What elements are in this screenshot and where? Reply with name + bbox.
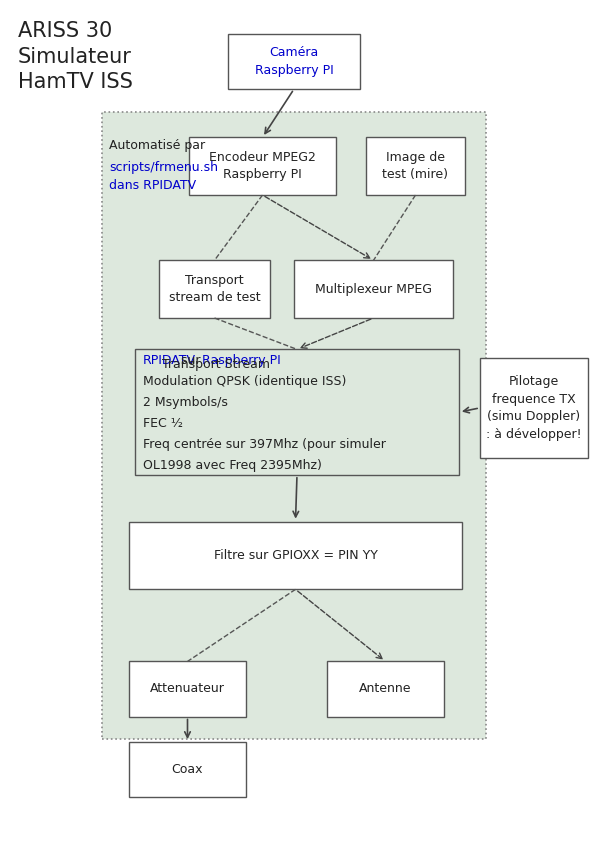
Text: 2 Msymbols/s: 2 Msymbols/s — [143, 396, 227, 410]
Text: Pilotage
frequence TX
(simu Doppler)
: à développer!: Pilotage frequence TX (simu Doppler) : à… — [486, 375, 582, 441]
Bar — [159, 260, 270, 318]
Bar — [129, 742, 246, 797]
Bar — [135, 349, 459, 475]
Text: scripts/frmenu.sh
dans RPIDATV: scripts/frmenu.sh dans RPIDATV — [109, 160, 218, 192]
Text: Coax: Coax — [172, 763, 203, 776]
Text: sur: sur — [177, 354, 205, 367]
Text: Raspberry PI: Raspberry PI — [202, 354, 281, 367]
Text: RPIDATV: RPIDATV — [143, 354, 196, 367]
Text: Freq centrée sur 397Mhz (pour simuler: Freq centrée sur 397Mhz (pour simuler — [143, 438, 386, 451]
Text: Image de
test (mire): Image de test (mire) — [383, 151, 449, 181]
Text: Attenuateur: Attenuateur — [150, 683, 225, 695]
Text: Transport Stream: Transport Stream — [162, 358, 270, 371]
Bar — [327, 661, 444, 717]
Text: FEC ½: FEC ½ — [143, 417, 183, 430]
Bar — [129, 522, 462, 589]
Bar — [102, 112, 486, 739]
Bar — [189, 137, 336, 195]
Bar — [129, 661, 246, 717]
Bar — [480, 358, 588, 458]
Bar — [294, 260, 453, 318]
Text: Multiplexeur MPEG: Multiplexeur MPEG — [315, 282, 432, 296]
Text: ARISS 30
Simulateur
HamTV ISS: ARISS 30 Simulateur HamTV ISS — [18, 21, 133, 92]
Text: Encodeur MPEG2
Raspberry PI: Encodeur MPEG2 Raspberry PI — [209, 151, 316, 181]
Text: Caméra
Raspberry PI: Caméra Raspberry PI — [254, 47, 334, 76]
Bar — [366, 137, 465, 195]
Text: Modulation QPSK (identique ISS): Modulation QPSK (identique ISS) — [143, 376, 346, 388]
Text: Filtre sur GPIOXX = PIN YY: Filtre sur GPIOXX = PIN YY — [214, 549, 377, 562]
Text: OL1998 avec Freq 2395Mhz): OL1998 avec Freq 2395Mhz) — [143, 459, 322, 472]
Bar — [228, 34, 360, 89]
Text: Automatisé par: Automatisé par — [109, 139, 205, 153]
Text: Antenne: Antenne — [359, 683, 412, 695]
Text: Transport
stream de test: Transport stream de test — [169, 274, 260, 304]
